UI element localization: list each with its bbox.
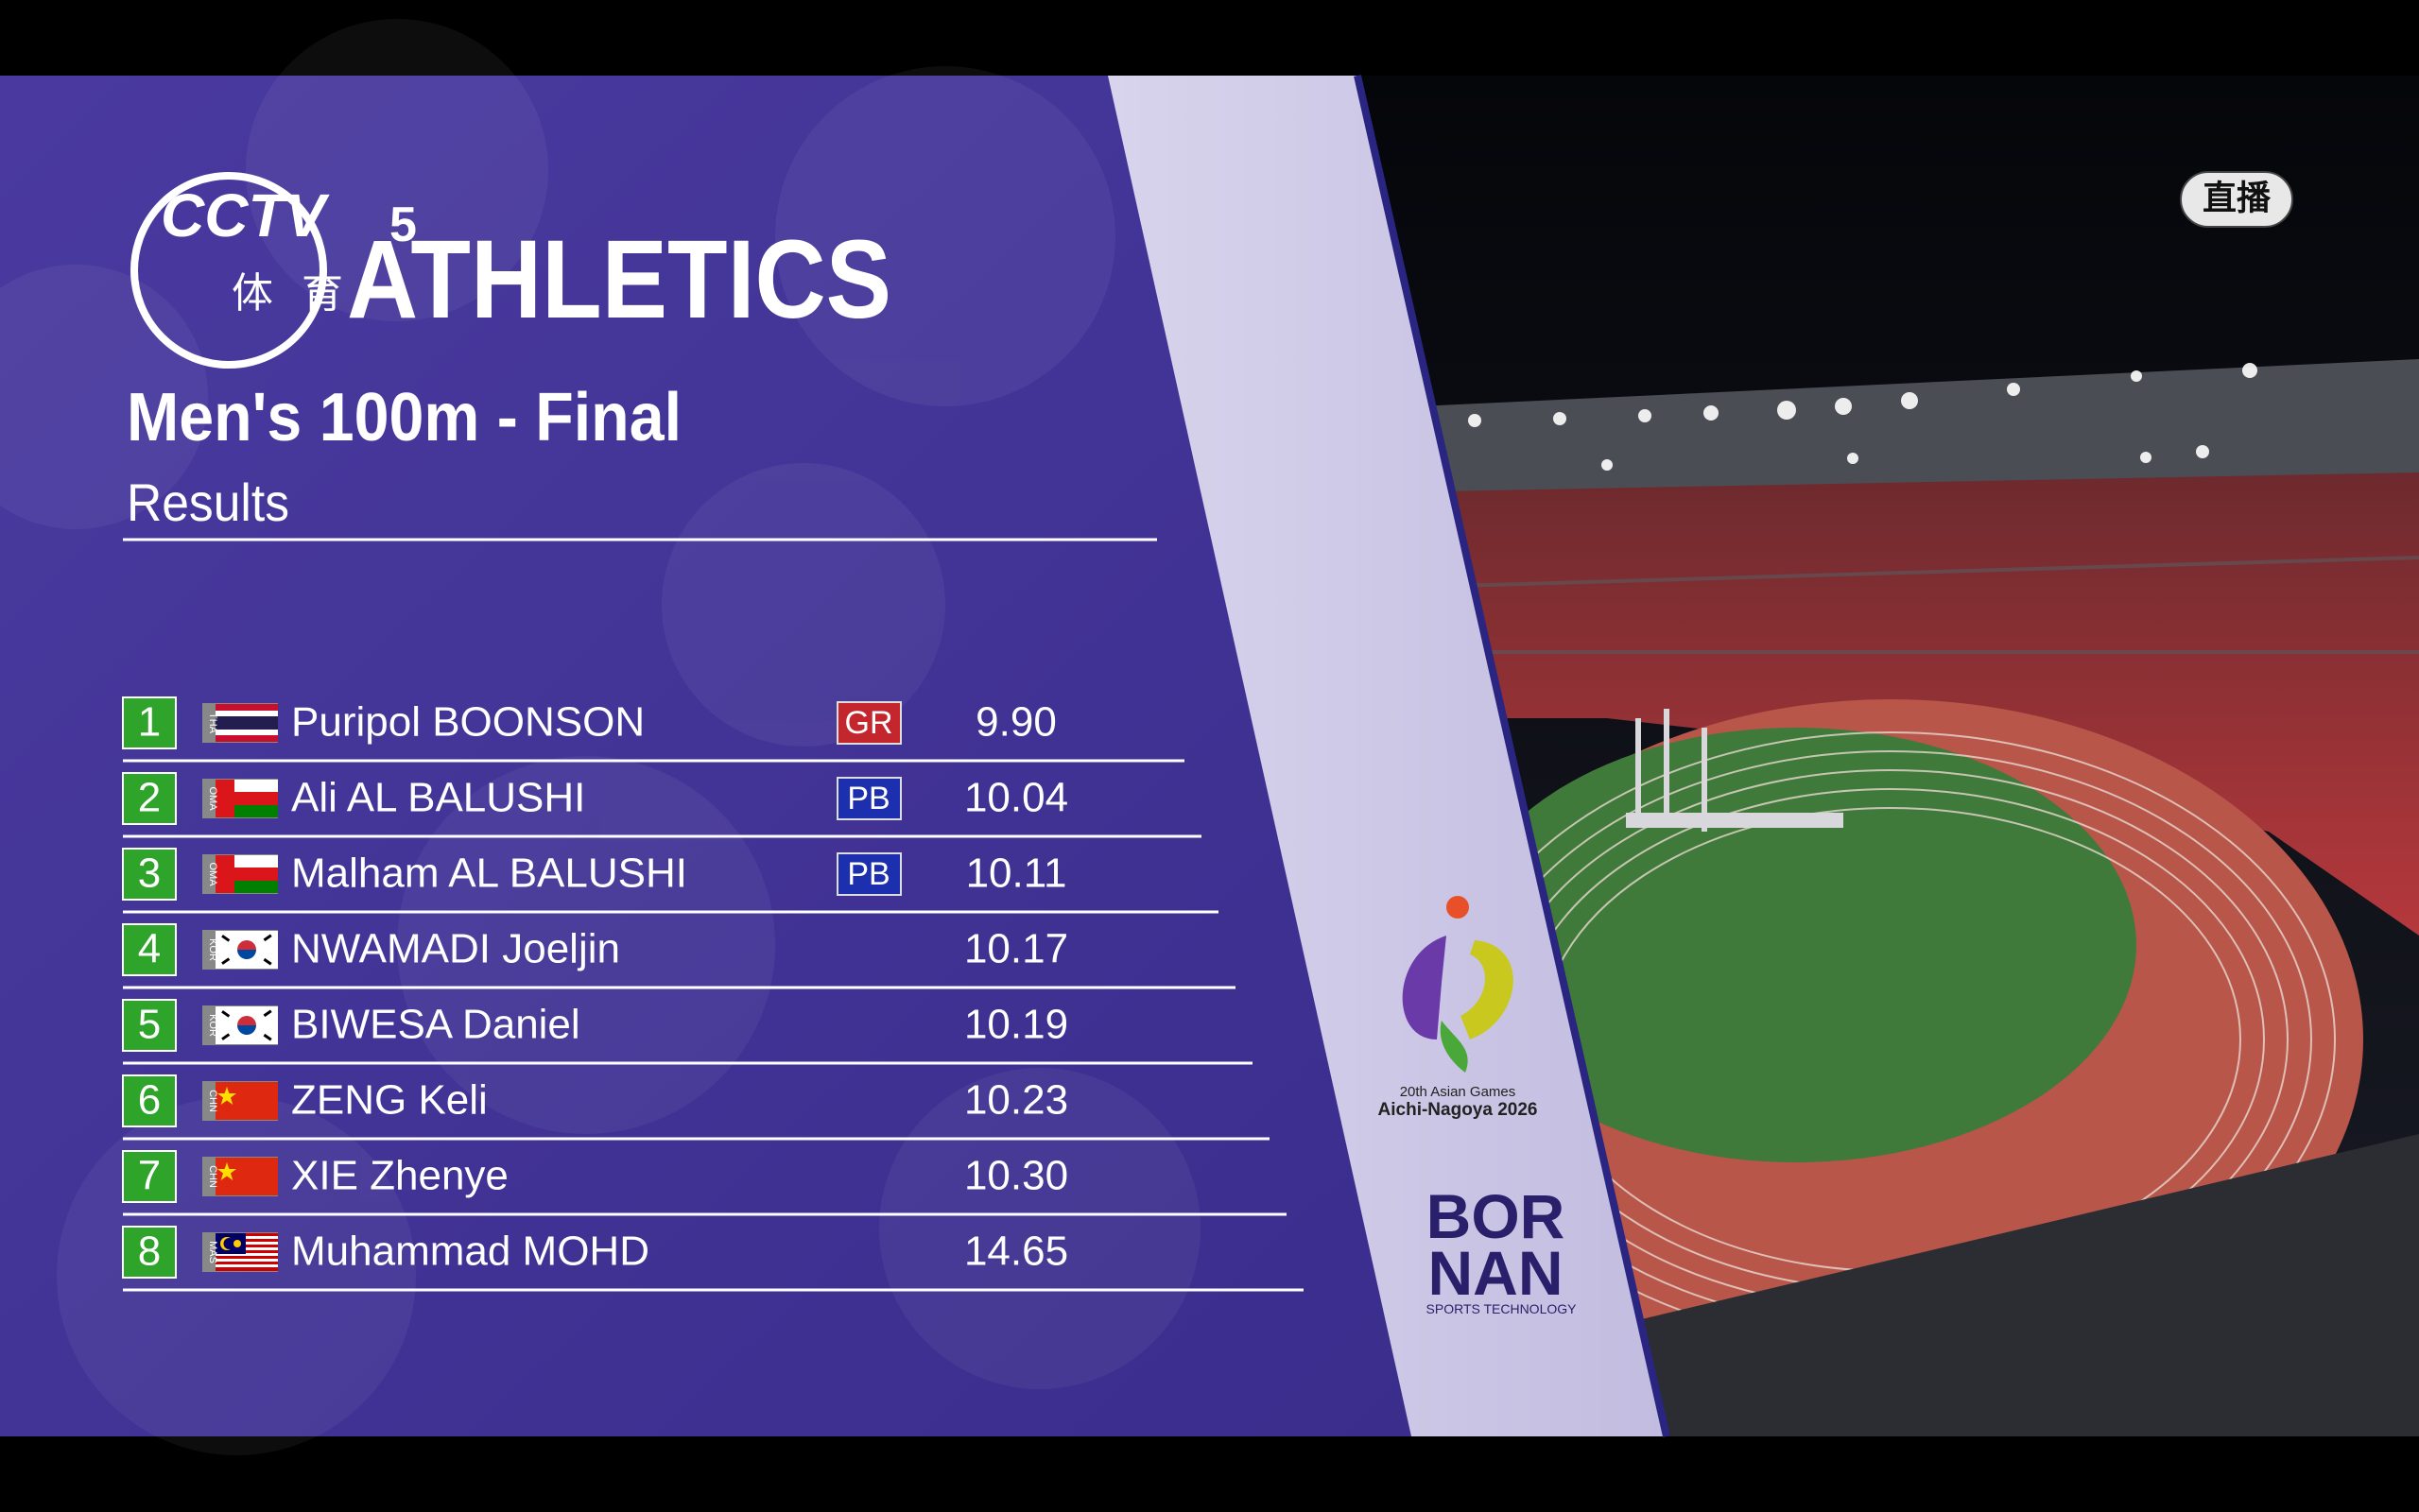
rank-box: [122, 1150, 177, 1203]
athlete-name: Muhammad MOHD: [291, 1228, 649, 1275]
time: 9.90: [976, 699, 1057, 746]
rank-box: [122, 848, 177, 901]
athlete-name: Ali AL BALUSHI: [291, 775, 585, 821]
record-box: [837, 852, 902, 896]
time: 10.17: [964, 926, 1068, 972]
athlete-name: Puripol BOONSON: [291, 699, 645, 746]
results-table: 1 Puripol BOONSON GR 9.90 2 Ali AL BALUSHI PB 1…: [122, 696, 1304, 1292]
rank-box: [122, 1074, 177, 1127]
flag: OMA: [202, 779, 278, 818]
athlete-name: Malham AL BALUSHI: [291, 850, 687, 897]
subtitle: Results: [127, 472, 289, 532]
country-code: CHN: [207, 1165, 218, 1188]
rank: 6: [138, 1077, 161, 1124]
athlete-name: BIWESA Daniel: [291, 1002, 580, 1048]
time: 14.65: [964, 1228, 1068, 1275]
sponsor-logo: BOR NAN SPORTS TECHNOLOGY: [1426, 1181, 1578, 1316]
flag: OMA: [202, 854, 278, 894]
country-code: KOR: [207, 938, 218, 961]
channel-sub: 体育: [232, 270, 371, 317]
country-code: CHN: [207, 1090, 218, 1112]
time: 10.23: [964, 1077, 1068, 1124]
sport-title: ATHLETICS: [347, 217, 891, 342]
rank: 4: [138, 926, 161, 972]
rank: 1: [138, 699, 161, 746]
live-badge: 直播: [2180, 171, 2293, 228]
time: 10.19: [964, 1002, 1068, 1048]
country-code: THA: [207, 713, 218, 734]
channel-name: CCTV: [161, 181, 331, 249]
band-edge: [1354, 75, 1670, 1437]
record-box: [837, 777, 902, 820]
channel-number: 5: [389, 198, 417, 252]
record: PB: [847, 856, 890, 892]
rank: 5: [138, 1002, 161, 1048]
live-label: 直播: [2203, 179, 2272, 217]
event-title: Men's 100m - Final: [127, 380, 682, 455]
rank: 8: [138, 1228, 161, 1275]
games-logo: 20th Asian Games Aichi-Nagoya 2026: [1378, 896, 1538, 1120]
channel-logo: CCTV 5 体育: [130, 172, 417, 369]
flag: KOR: [202, 930, 278, 970]
rank: 2: [138, 775, 161, 821]
athlete-name: ZENG Keli: [291, 1077, 488, 1124]
flag: MAS: [202, 1232, 278, 1272]
country-code: KOR: [207, 1014, 218, 1037]
rank-box: [122, 1226, 177, 1279]
record-box: [837, 701, 902, 745]
flag: KOR: [202, 1005, 278, 1045]
brand-bottom: NAN: [1428, 1238, 1564, 1308]
record: GR: [845, 705, 893, 741]
time: 10.04: [964, 775, 1068, 821]
rank-box: [122, 923, 177, 976]
flags: THA OMA OMA KOR KOR CHN CHN MAS: [202, 703, 278, 1272]
time: 10.30: [964, 1153, 1068, 1199]
results-panel: [0, 76, 1437, 1436]
rank: 3: [138, 850, 161, 897]
rank-box: [122, 999, 177, 1052]
brand-tagline: SPORTS TECHNOLOGY: [1426, 1301, 1578, 1316]
accent-band: [1108, 76, 1667, 1436]
rank-box: [122, 696, 177, 749]
flag: CHN: [202, 1157, 278, 1196]
flag: THA: [202, 703, 278, 743]
flag: CHN: [202, 1081, 278, 1121]
rank: 7: [138, 1153, 161, 1199]
games-host: Aichi-Nagoya 2026: [1378, 1100, 1538, 1120]
athlete-name: NWAMADI Joeljin: [291, 926, 620, 972]
time: 10.11: [966, 850, 1067, 897]
country-code: OMA: [207, 786, 218, 811]
games-name: 20th Asian Games: [1400, 1084, 1516, 1100]
brand-top: BOR: [1426, 1181, 1565, 1251]
athlete-name: XIE Zhenye: [291, 1153, 509, 1199]
country-code: MAS: [207, 1241, 218, 1263]
record: PB: [847, 781, 890, 816]
country-code: OMA: [207, 862, 218, 886]
rank-box: [122, 772, 177, 825]
